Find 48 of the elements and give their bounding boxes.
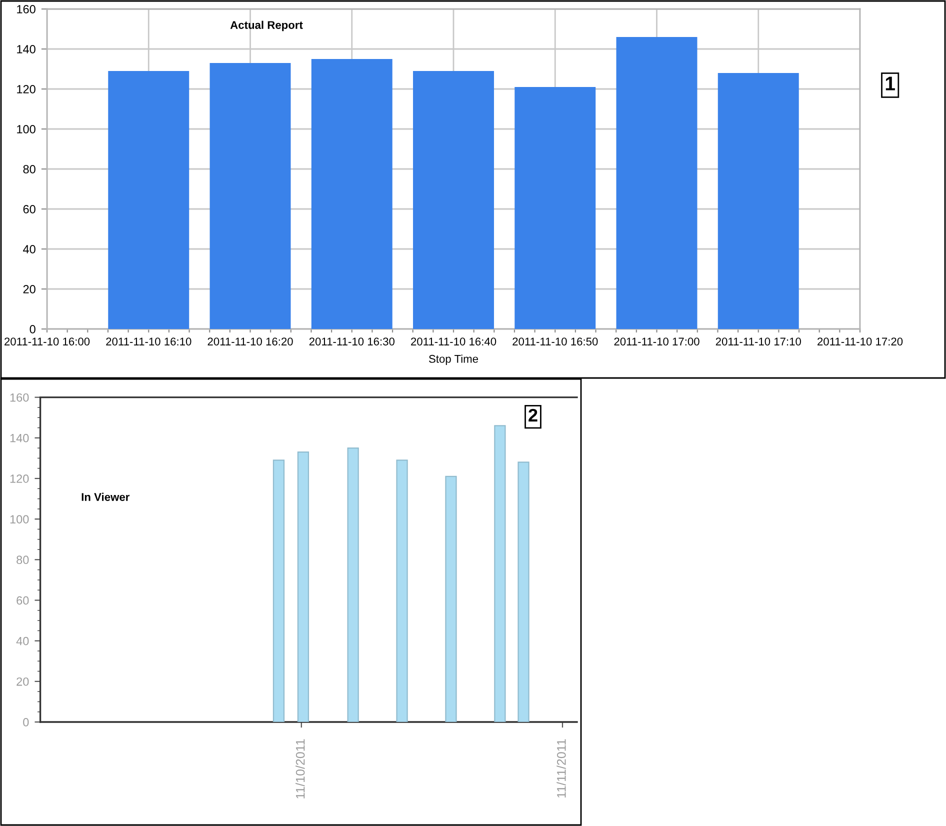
x-tick-label: 11/11/2011 xyxy=(556,739,566,798)
y-tick-label: 20 xyxy=(16,677,29,686)
bar xyxy=(518,462,530,722)
y-tick-label: 80 xyxy=(16,556,29,564)
y-tick-label: 80 xyxy=(23,165,36,174)
x-tick-label: 2011-11-10 16:10 xyxy=(106,338,192,346)
bar xyxy=(347,447,359,722)
bar xyxy=(616,37,698,329)
y-tick-label: 40 xyxy=(16,636,29,646)
y-tick-label: 160 xyxy=(10,393,29,402)
y-tick-label: 140 xyxy=(10,434,29,442)
y-tick-label: 60 xyxy=(23,205,36,214)
bar xyxy=(494,425,506,722)
bar xyxy=(272,460,285,722)
x-tick-label: 2011-11-10 16:20 xyxy=(208,338,293,346)
bar xyxy=(311,59,392,329)
bar xyxy=(396,460,408,722)
x-tick-label: 2011-11-10 17:10 xyxy=(716,338,801,346)
text: In Viewer xyxy=(82,492,130,501)
x-tick-label: 2011-11-10 16:40 xyxy=(411,338,496,346)
bar xyxy=(718,73,799,329)
x-tick-label: 2011-11-10 17:00 xyxy=(614,338,700,346)
bar xyxy=(445,476,457,722)
x-tick-label: 2011-11-10 17:20 xyxy=(818,338,903,346)
y-tick-label: 0 xyxy=(23,718,29,726)
y-tick-label: 60 xyxy=(16,596,29,605)
bar xyxy=(413,71,494,329)
text: 1 xyxy=(886,76,895,90)
y-tick-label: 120 xyxy=(17,85,36,94)
text: Actual Report xyxy=(230,20,303,32)
y-tick-label: 120 xyxy=(10,474,29,483)
x-tick-label: 2011-11-10 16:30 xyxy=(309,338,394,346)
x-tick-label: 2011-11-10 16:50 xyxy=(512,338,598,346)
x-tick-label: 11/10/2011 xyxy=(296,739,305,798)
y-tick-label: 160 xyxy=(17,5,36,14)
bar xyxy=(297,452,310,722)
annotation: 2 xyxy=(528,408,538,422)
x-axis-title: Stop Time xyxy=(428,354,478,365)
y-tick-label: 100 xyxy=(17,125,36,134)
y-tick-label: 140 xyxy=(17,45,36,54)
y-tick-label: 100 xyxy=(10,515,29,524)
bar xyxy=(210,63,291,329)
y-tick-label: 0 xyxy=(30,325,36,334)
y-tick-label: 40 xyxy=(23,245,36,254)
y-tick-label: 20 xyxy=(23,285,36,294)
bar xyxy=(514,87,596,329)
bar xyxy=(108,71,190,329)
x-tick-label: 2011-11-10 16:00 xyxy=(4,338,90,346)
